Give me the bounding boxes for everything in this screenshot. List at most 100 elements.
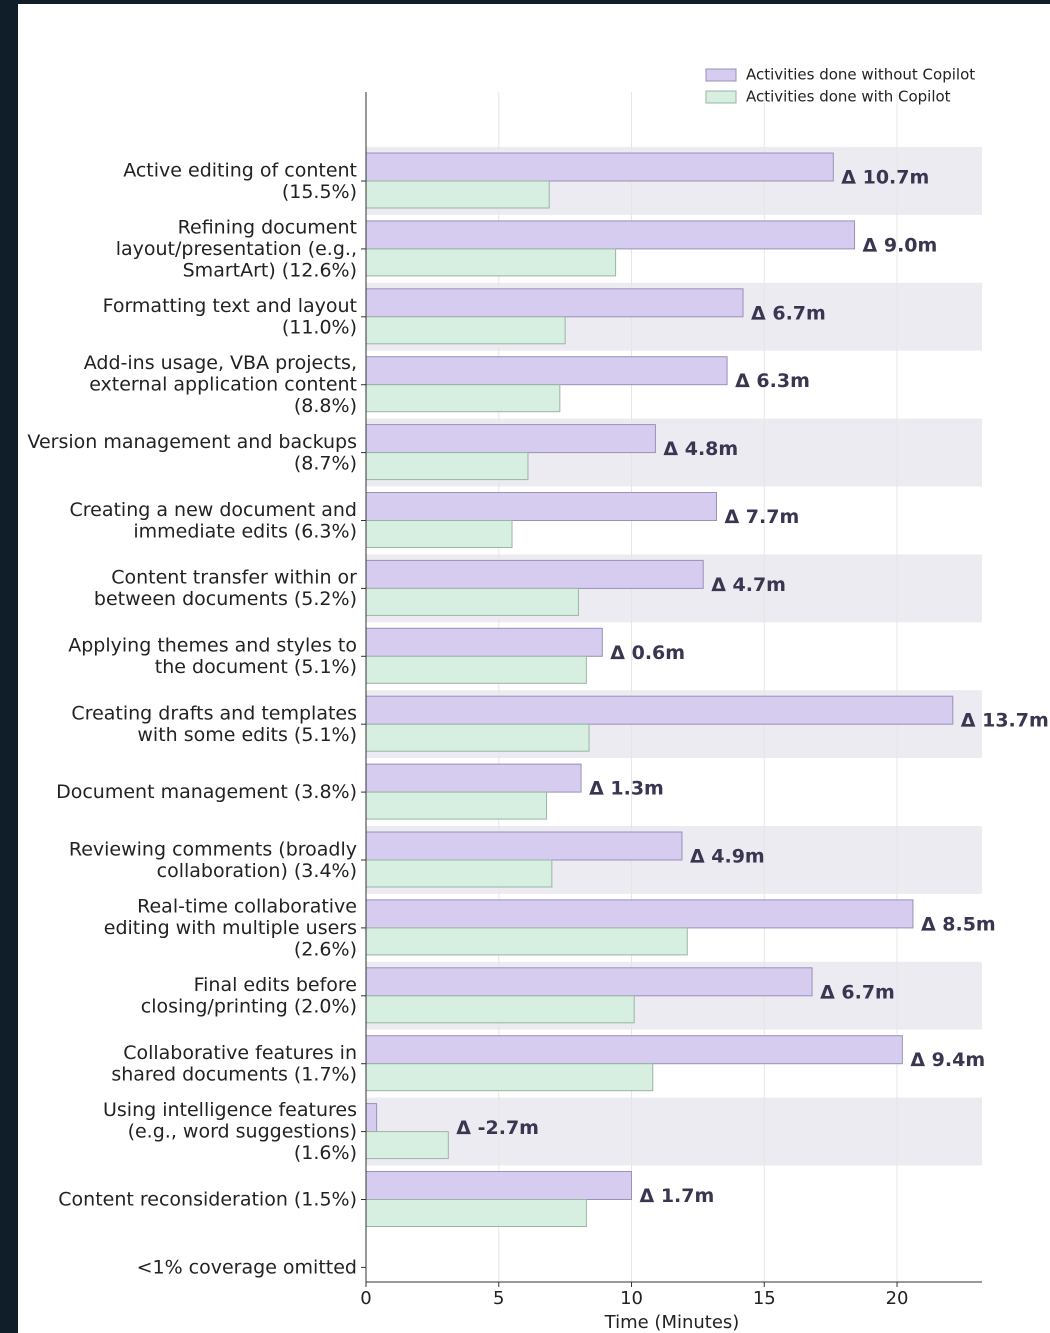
y-tick-label: Refining document layout/presentation (e.…: [116, 216, 357, 281]
annotation: Δ 4.8m: [663, 438, 738, 460]
annotation: Δ 1.3m: [589, 778, 664, 800]
annotation: Δ 0.6m: [610, 642, 685, 664]
annotation: Δ 9.0m: [863, 234, 938, 256]
bar: [365, 967, 813, 997]
label-line: Add-ins usage, VBA projects,: [84, 352, 357, 374]
label-line: Creating a new document and: [69, 498, 357, 520]
bar: [365, 384, 561, 413]
bar: [365, 655, 587, 684]
bar: [365, 1103, 378, 1133]
y-tick-label: Formatting text and layout (11.0%): [103, 295, 357, 339]
annotation: Δ 13.7m: [961, 710, 1049, 732]
label-line: (8.8%): [294, 395, 357, 417]
bar: [365, 927, 688, 956]
bar: [365, 831, 683, 861]
label-line: Formatting text and layout: [103, 295, 357, 317]
y-tick-label: Collaborative features in shared document…: [111, 1041, 357, 1085]
bar: [365, 220, 856, 250]
bar: [365, 316, 566, 345]
label-line: Refining document: [178, 216, 357, 238]
y-tick-label: Add-ins usage, VBA projects, external app…: [84, 352, 357, 417]
y-tick-label: Using intelligence features (e.g., word s…: [103, 1099, 357, 1164]
annotation: Δ 6.7m: [820, 981, 895, 1003]
y-tick-label: Content reconsideration (1.5%): [58, 1188, 357, 1210]
label-line: collaboration) (3.4%): [157, 859, 357, 881]
bar: [365, 452, 529, 481]
annotation: Δ 6.7m: [751, 302, 826, 324]
label-line: Active editing of content: [123, 159, 357, 181]
label-line: Content reconsideration (1.5%): [58, 1188, 357, 1210]
bar: [365, 180, 550, 209]
bar: [365, 559, 704, 589]
label-line: external application content: [89, 373, 357, 395]
y-tick-label: Creating drafts and templates with some e…: [71, 702, 357, 746]
y-tick-label: Creating a new document and immediate edi…: [69, 498, 357, 542]
bar: [365, 1171, 633, 1200]
bar: [365, 152, 834, 182]
bar: [365, 695, 954, 725]
annotation: Δ -2.7m: [456, 1117, 539, 1139]
annotation: Δ 1.7m: [640, 1185, 715, 1207]
annotation: Δ 9.4m: [910, 1049, 985, 1071]
label-line: (1.6%): [294, 1142, 357, 1164]
label-line: between documents (5.2%): [94, 588, 357, 610]
label-line: Real-time collaborative: [137, 895, 357, 917]
label-line: (15.5%): [282, 180, 357, 202]
annotation: Δ 6.3m: [735, 370, 810, 392]
label-line: layout/presentation (e.g.,: [116, 237, 357, 259]
x-tick-label: 10: [620, 1288, 643, 1309]
label-line: immediate edits (6.3%): [133, 520, 357, 542]
bar: [365, 424, 656, 454]
label-line: Document management (3.8%): [56, 781, 357, 803]
y-tick-label: Final edits before closing/printing (2.0%…: [141, 974, 357, 1018]
label-line: shared documents (1.7%): [111, 1063, 357, 1085]
label-line: Reviewing comments (broadly: [69, 838, 357, 860]
x-tick-label: 5: [493, 1288, 504, 1309]
bar: [365, 995, 635, 1024]
label-line: with some edits (5.1%): [137, 723, 357, 745]
y-tick-label: Active editing of content (15.5%): [123, 159, 357, 203]
label-line: (e.g., word suggestions): [128, 1120, 357, 1142]
x-tick-label: 0: [360, 1288, 371, 1309]
bar: [365, 492, 717, 521]
bar: [365, 248, 617, 277]
y-tick-label: <1% coverage omitted: [137, 1256, 357, 1278]
bar: [365, 1035, 903, 1065]
bar: [365, 1131, 449, 1160]
bar: [365, 520, 513, 548]
y-tick-label: Content transfer within or between docume…: [94, 566, 357, 610]
x-tick-label: 15: [753, 1288, 776, 1309]
annotation: Δ 7.7m: [724, 506, 799, 528]
bar: [365, 791, 548, 820]
legend-label: Activities done without Copilot: [746, 66, 975, 84]
label-line: editing with multiple users: [104, 916, 357, 938]
annotation: Δ 4.9m: [690, 846, 765, 868]
label-line: closing/printing (2.0%): [141, 995, 357, 1017]
bar: [365, 859, 553, 888]
bar: [365, 1199, 587, 1227]
legend-swatch: [705, 68, 737, 82]
bar: [365, 723, 590, 752]
label-line: <1% coverage omitted: [137, 1256, 357, 1278]
label-line: (2.6%): [294, 938, 357, 960]
legend-label: Activities done with Copilot: [746, 88, 951, 106]
bar: [365, 587, 579, 616]
annotation: Δ 4.7m: [711, 574, 786, 596]
y-tick-label: Real-time collaborative editing with mult…: [104, 895, 357, 960]
annotation: Δ 8.5m: [921, 913, 996, 935]
label-line: Creating drafts and templates: [71, 702, 357, 724]
legend-swatch: [705, 90, 737, 104]
row-band: [366, 1097, 982, 1166]
label-line: SmartArt) (12.6%): [183, 259, 357, 281]
label-line: Version management and backups: [27, 430, 357, 452]
y-tick-label: Document management (3.8%): [56, 781, 357, 803]
y-tick-label: Version management and backups (8.7%): [27, 430, 357, 474]
bar: [365, 763, 582, 793]
label-line: Collaborative features in: [123, 1041, 357, 1063]
bar: [365, 288, 744, 318]
bar: [365, 899, 914, 929]
label-line: Applying themes and styles to: [68, 634, 357, 656]
label-line: Final edits before: [194, 974, 357, 996]
